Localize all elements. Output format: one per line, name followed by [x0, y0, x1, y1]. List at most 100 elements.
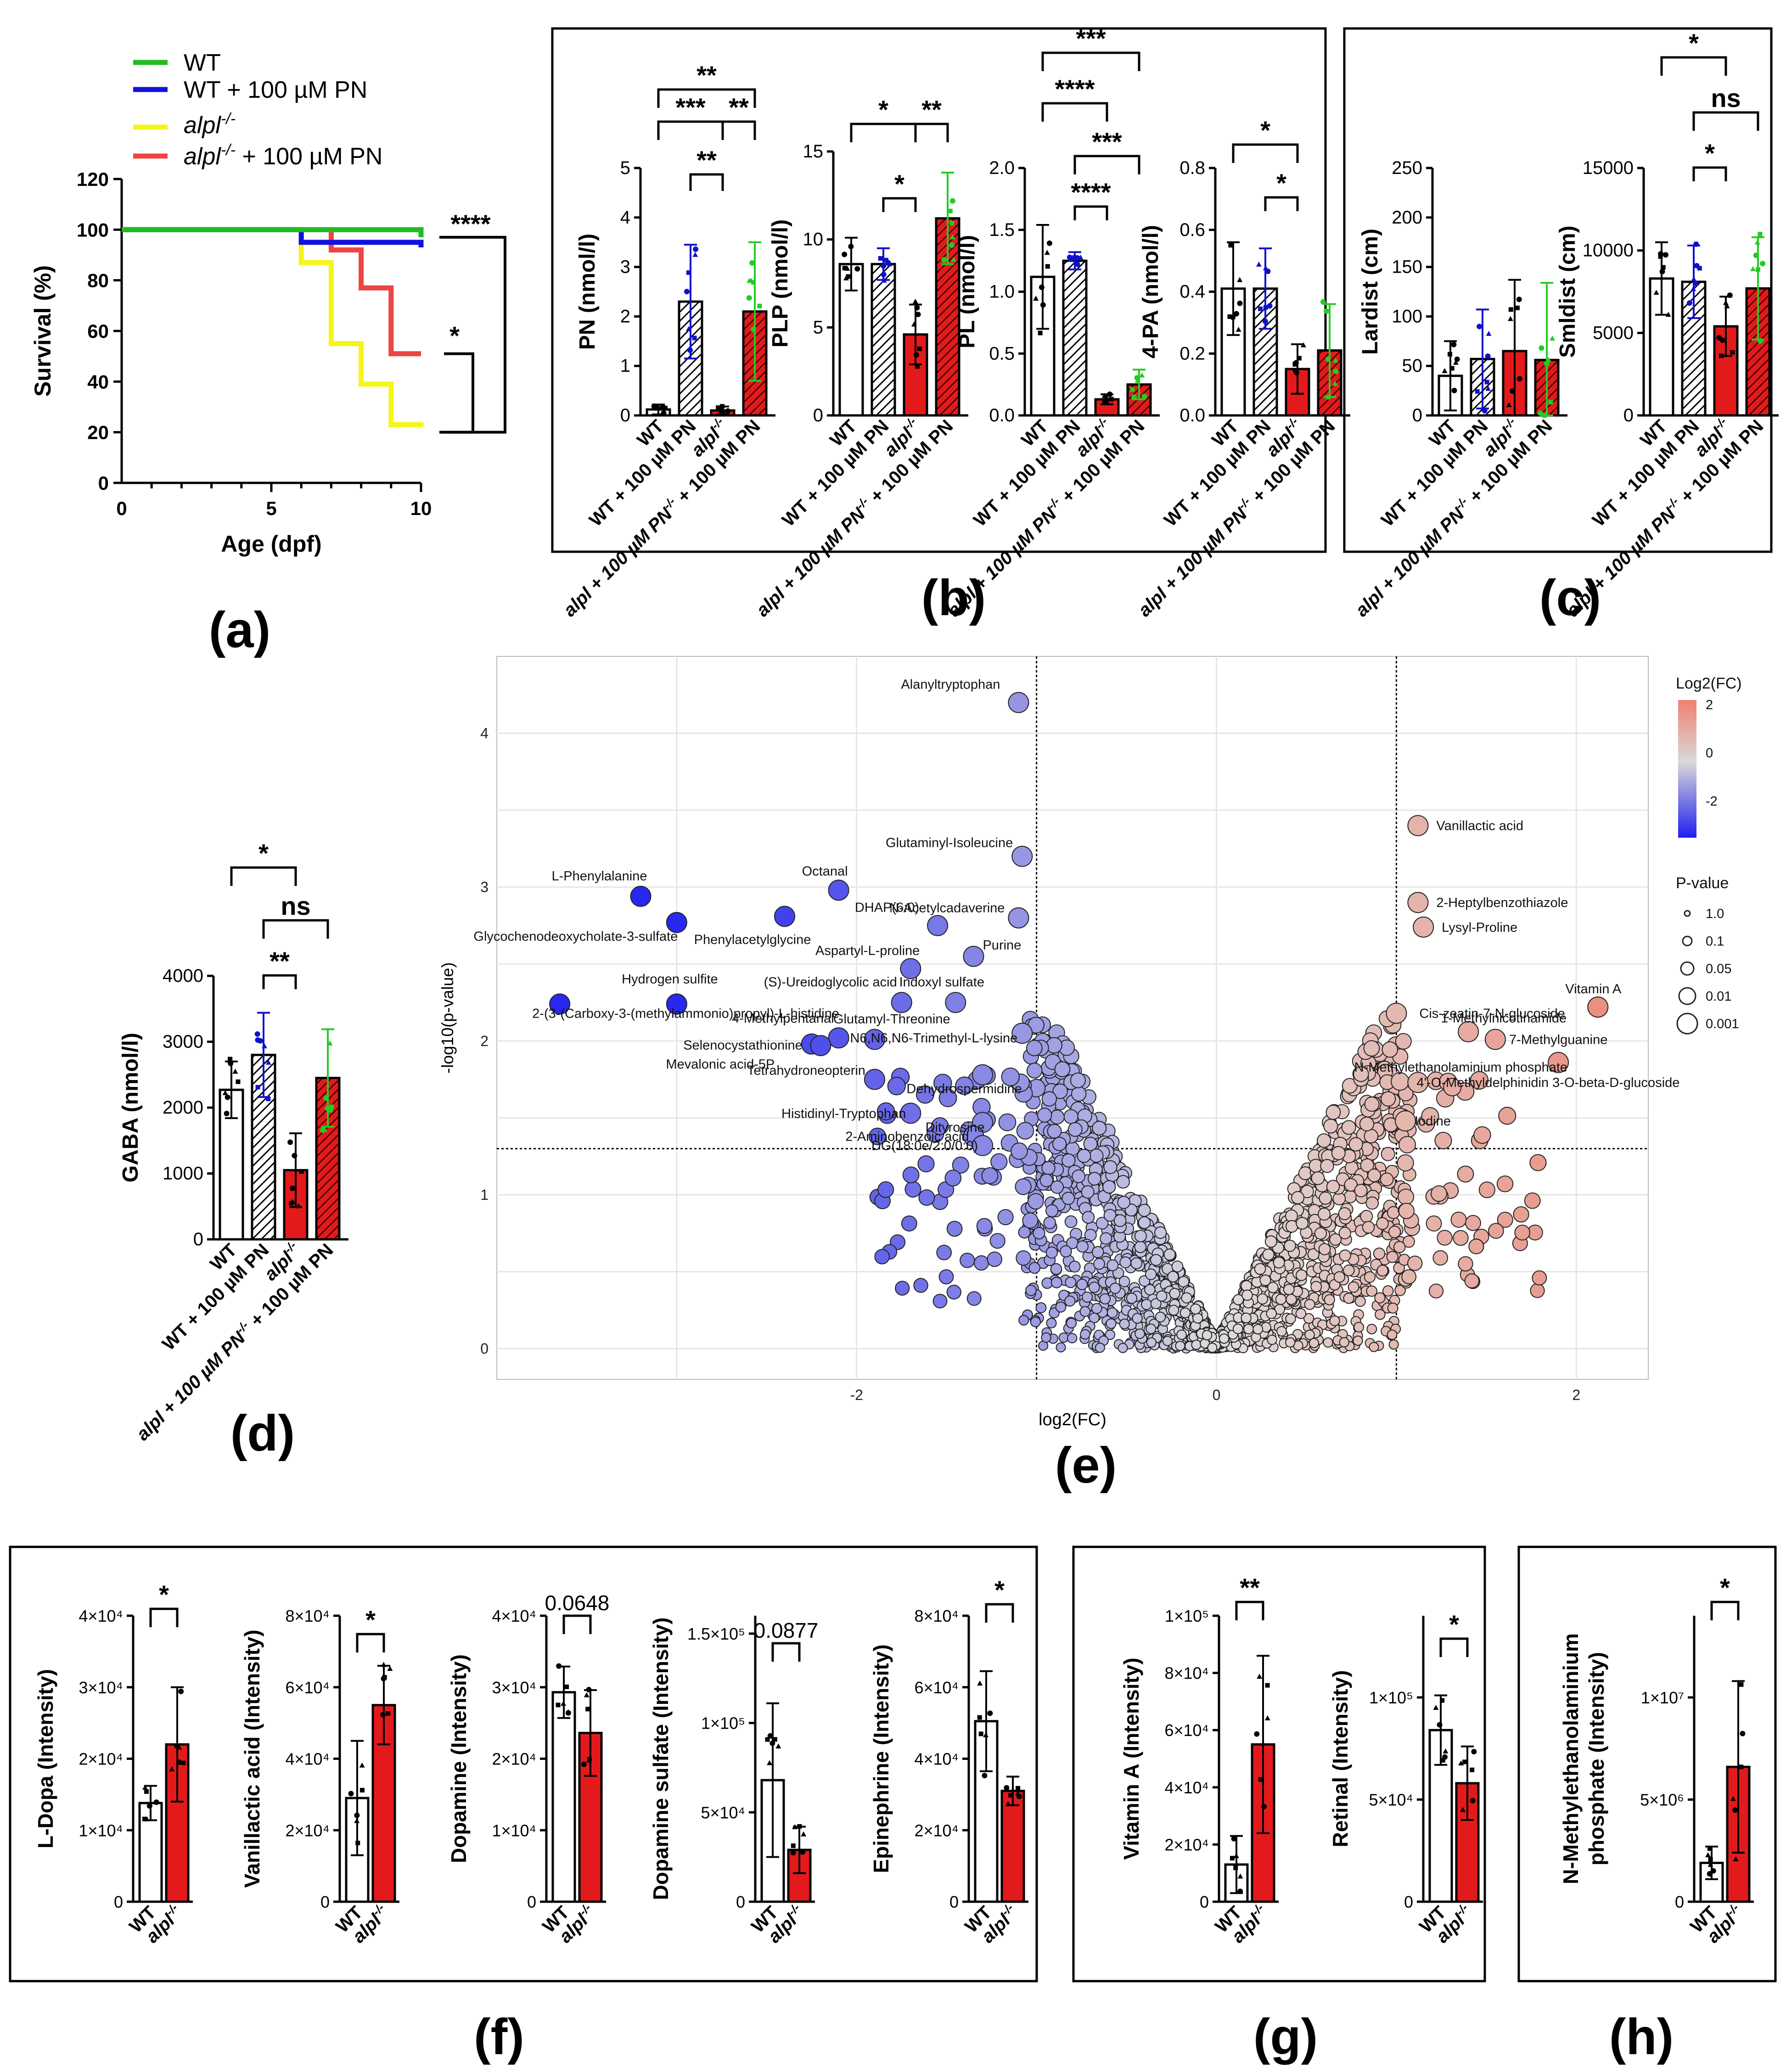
point-label: Vanillactic acid: [1436, 819, 1523, 834]
data-point: [1004, 1785, 1010, 1791]
y-tick-label: 6×10⁴: [1164, 1721, 1209, 1740]
volcano-point: [1018, 1315, 1029, 1326]
volcano-point: [1156, 1290, 1168, 1302]
volcano-point: [990, 1153, 1008, 1170]
data-point: [772, 1737, 777, 1742]
significance-label: *: [159, 1580, 169, 1609]
data-point: [1258, 306, 1263, 311]
y-axis-title: 4-PA (nmol/l): [1139, 225, 1163, 358]
data-point: [1074, 261, 1080, 267]
data-point: [949, 220, 955, 225]
volcano-point: [1300, 1185, 1314, 1198]
panel-label-c: (c): [1539, 570, 1601, 626]
volcano-point: [1138, 1216, 1151, 1229]
volcano-point: [1046, 1037, 1062, 1054]
volcano-point: [1464, 1273, 1480, 1288]
data-point: [1264, 1715, 1270, 1720]
significance-bracket: [1235, 1601, 1264, 1620]
data-point: [146, 1803, 152, 1809]
y-tick-label: 1×10⁵: [701, 1714, 745, 1733]
y-tick-label: 1×10⁴: [492, 1821, 536, 1840]
volcano-point: [1388, 1339, 1399, 1350]
volcano-point: [1118, 1343, 1128, 1353]
y-tick-label: 0.0: [989, 405, 1015, 426]
data-point: [1078, 254, 1084, 260]
y-tick-label: 4×10⁴: [914, 1750, 959, 1769]
volcano-point: [1354, 1295, 1366, 1307]
volcano-point: [1088, 1282, 1100, 1293]
color-legend-tick: 2: [1706, 698, 1713, 712]
x-tick-label: 0: [116, 498, 127, 519]
volcano-point: [1106, 1259, 1119, 1271]
volcano-point: [1291, 1191, 1305, 1204]
y-tick-label: 0: [620, 405, 630, 426]
x-tick-label: 5: [266, 498, 276, 519]
point-label: 4'-O-Methyldelphinidin 3-O-beta-D-glucos…: [1416, 1075, 1679, 1090]
labeled-point: [1407, 1072, 1429, 1093]
data-point: [584, 1692, 590, 1697]
volcano-point: [1181, 1292, 1192, 1304]
data-point: [386, 1711, 391, 1716]
point-label: Lysyl-Proline: [1442, 920, 1517, 935]
volcano-point: [1207, 1343, 1218, 1353]
point-label: L-Phenylalanine: [552, 869, 647, 884]
data-point: [842, 252, 848, 258]
data-point: [790, 1850, 796, 1856]
volcano-point: [1179, 1307, 1191, 1318]
data-point: [225, 1094, 230, 1100]
y-tick-label: 200: [1392, 207, 1422, 228]
point-label: Purine: [983, 938, 1021, 952]
volcano-point: [1192, 1313, 1203, 1324]
volcano-point: [1045, 1246, 1058, 1259]
data-point: [1333, 369, 1339, 375]
data-point: [1686, 300, 1692, 306]
data-point: [1739, 1764, 1744, 1770]
data-point: [144, 1789, 149, 1794]
volcano-point: [1284, 1239, 1296, 1252]
volcano-point: [1099, 1293, 1111, 1305]
point-label: Tetrahydroneopterin: [747, 1064, 865, 1078]
y-tick-label: 0.2: [1179, 343, 1205, 364]
volcano-point: [1295, 1308, 1307, 1319]
volcano-point: [1428, 1283, 1444, 1299]
volcano-point: [1241, 1280, 1252, 1292]
volcano-point: [1353, 1335, 1363, 1346]
data-point: [949, 198, 955, 204]
labeled-point: [927, 915, 949, 936]
y-axis-title: PL (nmol/l): [955, 235, 979, 348]
data-point: [1449, 366, 1455, 371]
data-point: [348, 1791, 354, 1797]
y-tick-label: 0: [527, 1893, 536, 1911]
data-point: [1231, 1836, 1237, 1842]
volcano-point: [1309, 1338, 1320, 1349]
volcano-point: [1468, 1238, 1484, 1254]
volcano-point: [1050, 1109, 1065, 1125]
data-point: [255, 1085, 260, 1090]
significance-label: *: [1276, 168, 1286, 197]
y-tick-label: 5: [620, 158, 630, 178]
data-point: [359, 1762, 365, 1768]
y-tick-label: 150: [1392, 257, 1422, 277]
volcano-point: [932, 1294, 948, 1309]
y-tick-label: 50: [1402, 356, 1423, 376]
legend-label-wt: WT: [184, 50, 221, 76]
labeled-point: [864, 1069, 885, 1090]
volcano-point: [1103, 1160, 1118, 1174]
volcano-point: [1087, 1172, 1101, 1186]
data-point: [987, 1710, 993, 1716]
volcano-point: [1393, 1241, 1406, 1254]
point-label: Vitamin A: [1565, 982, 1622, 997]
y-tick-label: 4×10⁴: [79, 1607, 123, 1625]
y-axis-title: Retinal (Intensity): [1328, 1670, 1352, 1848]
y-tick-label: 20: [87, 422, 109, 443]
volcano-point: [1366, 1324, 1377, 1334]
volcano-point: [1067, 1122, 1083, 1137]
volcano-point: [1465, 1215, 1481, 1231]
volcano-point: [1318, 1208, 1331, 1221]
volcano-point: [1064, 1295, 1076, 1307]
labeled-point: [1011, 846, 1033, 867]
labeled-point: [1008, 692, 1029, 713]
data-point: [1486, 330, 1492, 336]
